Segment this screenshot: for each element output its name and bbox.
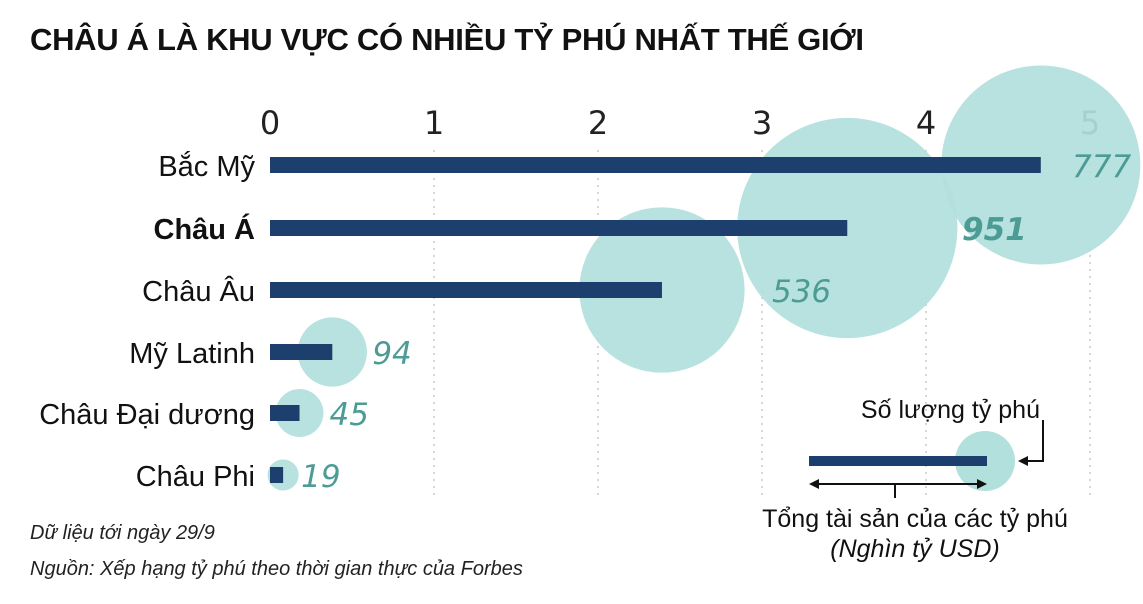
legend-unit-label: (Nghìn tỷ USD) — [830, 535, 999, 563]
bar — [270, 467, 284, 483]
count-label: 94 — [372, 336, 411, 372]
arrow-right-icon — [977, 479, 987, 489]
source-note: Nguồn: Xếp hạng tỷ phú theo thời gian th… — [30, 558, 523, 580]
x-tick-label: 1 — [424, 104, 444, 142]
x-tick-label: 3 — [752, 104, 772, 142]
x-tick-label: 2 — [588, 104, 608, 142]
x-tick-label: 4 — [916, 104, 936, 142]
arrow-left-icon — [809, 479, 819, 489]
bar — [270, 282, 662, 298]
category-label: Châu Á — [154, 212, 256, 246]
bar — [270, 344, 333, 360]
legend-wealth-label: Tổng tài sản của các tỷ phú — [762, 505, 1068, 533]
category-label: Bắc Mỹ — [158, 150, 255, 183]
count-label: 45 — [330, 397, 369, 433]
legend-count-label: Số lượng tỷ phú — [861, 396, 1040, 424]
legend-bar — [809, 456, 987, 466]
arrow-icon — [1018, 456, 1028, 466]
category-label: Châu Đại dương — [39, 399, 255, 431]
legend-count-pointer — [1026, 420, 1044, 462]
category-label: Châu Âu — [142, 275, 255, 308]
bar — [270, 405, 300, 421]
category-label: Mỹ Latinh — [129, 338, 255, 370]
date-note: Dữ liệu tới ngày 29/9 — [30, 522, 215, 544]
x-tick-label: 0 — [260, 104, 280, 142]
count-label: 19 — [301, 459, 340, 495]
bubble — [275, 389, 324, 437]
count-label: 777 — [1072, 149, 1131, 185]
category-label: Châu Phi — [136, 461, 255, 493]
chart-title: CHÂU Á LÀ KHU VỰC CÓ NHIỀU TỶ PHÚ NHẤT T… — [30, 22, 864, 57]
count-label: 951 — [962, 212, 1027, 248]
count-label: 536 — [772, 274, 831, 310]
bar — [270, 220, 848, 236]
bar — [270, 157, 1041, 173]
